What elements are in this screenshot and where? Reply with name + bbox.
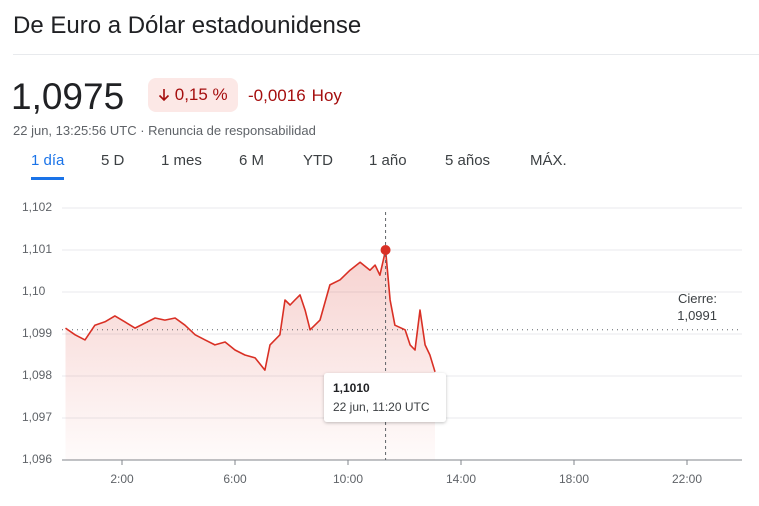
range-tab[interactable]: 6 M (239, 152, 265, 169)
y-tick-label: 1,10 (22, 284, 46, 298)
price-line (65, 249, 436, 373)
change: -0,0016 Hoy (248, 86, 348, 106)
range-tab[interactable]: 5 D (101, 152, 125, 169)
title: De Euro a Dólar estadounidense (13, 12, 362, 39)
tooltip-time: 22 jun, 11:20 UTC (333, 400, 430, 414)
range-tab[interactable]: 1 mes (161, 152, 202, 169)
change-abs: -0,0016 (248, 86, 306, 105)
timestamp-line: 22 jun, 13:25:56 UTC · Renuncia de respo… (13, 123, 316, 138)
range-tab[interactable]: YTD (303, 152, 333, 169)
change-pill: 0,15 % (148, 78, 238, 112)
close-label: Cierre: (678, 291, 717, 306)
y-tick-label: 1,101 (22, 242, 52, 256)
x-tick-label: 22:00 (672, 472, 702, 486)
y-tick-label: 1,099 (22, 326, 52, 340)
separator (13, 54, 759, 55)
hover-point (380, 245, 391, 255)
x-tick-label: 14:00 (446, 472, 476, 486)
change-pct: 0,15 % (174, 85, 228, 104)
x-tick-label: 18:00 (559, 472, 589, 486)
x-tick-label: 2:00 (110, 472, 134, 486)
range-tab[interactable]: 1 año (369, 152, 407, 169)
range-tab[interactable]: 1 día (31, 152, 65, 180)
area (65, 250, 436, 460)
x-tick-label: 6:00 (223, 472, 247, 486)
tooltip-box (324, 373, 446, 422)
y-tick-label: 1,102 (22, 200, 52, 214)
period: Hoy (311, 86, 342, 105)
disclaimer[interactable]: Renuncia de responsabilidad (148, 123, 316, 138)
y-tick-label: 1,096 (22, 452, 52, 466)
tooltip-value: 1,1010 (333, 381, 370, 395)
price: 1,0975 (11, 76, 125, 117)
close-value: 1,0991 (677, 308, 717, 323)
x-tick-label: 10:00 (333, 472, 363, 486)
down-arrow (158, 89, 170, 102)
y-tick-label: 1,097 (22, 410, 52, 424)
timestamp: 22 jun, 13:25:56 UTC (13, 123, 137, 138)
range-tab[interactable]: MÁX. (530, 152, 567, 169)
range-tab[interactable]: 5 años (445, 152, 491, 169)
y-tick-label: 1,098 (22, 368, 52, 382)
